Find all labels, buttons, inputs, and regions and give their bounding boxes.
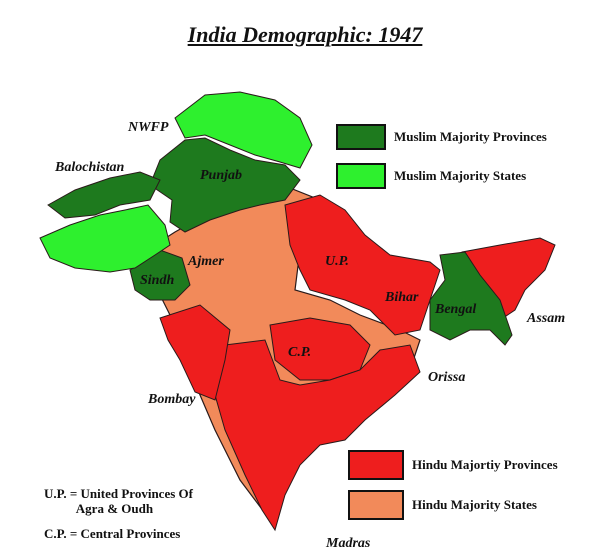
note-cp: C.P. = Central Provinces <box>44 526 181 541</box>
legend-muslim-provinces: Muslim Majority Provinces <box>336 124 547 150</box>
label-punjab: Punjab <box>200 168 243 183</box>
muslim-provinces-sindh <box>129 249 191 301</box>
muslim-provinces-punjab-nwfp <box>149 137 301 233</box>
label-up: U.P. <box>325 254 349 269</box>
legend-label-muslim-states: Muslim Majority States <box>394 168 527 183</box>
hindu-provinces-bombay <box>159 304 231 401</box>
label-balochistan: Balochistan <box>55 160 125 175</box>
muslim-states-west <box>39 204 171 273</box>
legend-muslim-states: Muslim Majority States <box>336 163 526 189</box>
label-bombay: Bombay <box>148 392 196 407</box>
muslim-provinces-balochistan <box>47 171 161 219</box>
note-up-line1: U.P. = United Provinces Of <box>44 486 193 501</box>
legend-label-hindu-provinces: Hindu Majortiy Provinces <box>412 457 558 472</box>
hindu-provinces-up-bihar <box>284 194 441 336</box>
swatch-muslim-states <box>336 163 386 189</box>
legend-label-muslim-provinces: Muslim Majority Provinces <box>394 129 547 144</box>
hindu-provinces-south <box>209 339 421 532</box>
legend-hindu-states: Hindu Majority States <box>348 490 537 520</box>
legend-label-hindu-states: Hindu Majority States <box>412 497 537 512</box>
label-orissa: Orissa <box>428 370 466 385</box>
page-title: India Demographic: 1947 <box>187 22 423 47</box>
label-assam: Assam <box>527 311 566 326</box>
muslim-provinces-bengal <box>429 251 513 346</box>
legend-hindu-provinces: Hindu Majortiy Provinces <box>348 450 558 480</box>
swatch-hindu-states <box>348 490 404 520</box>
swatch-hindu-provinces <box>348 450 404 480</box>
label-nwfp: NWFP <box>128 120 169 135</box>
label-ajmer: Ajmer <box>188 254 224 269</box>
note-up-line2: Agra & Oudh <box>44 501 154 516</box>
label-cp: C.P. <box>288 345 312 360</box>
label-sindh: Sindh <box>140 273 175 288</box>
label-bengal: Bengal <box>435 302 477 317</box>
swatch-muslim-provinces <box>336 124 386 150</box>
label-bihar: Bihar <box>385 290 419 305</box>
muslim-states-kashmir <box>174 91 313 169</box>
label-madras: Madras <box>326 536 371 551</box>
